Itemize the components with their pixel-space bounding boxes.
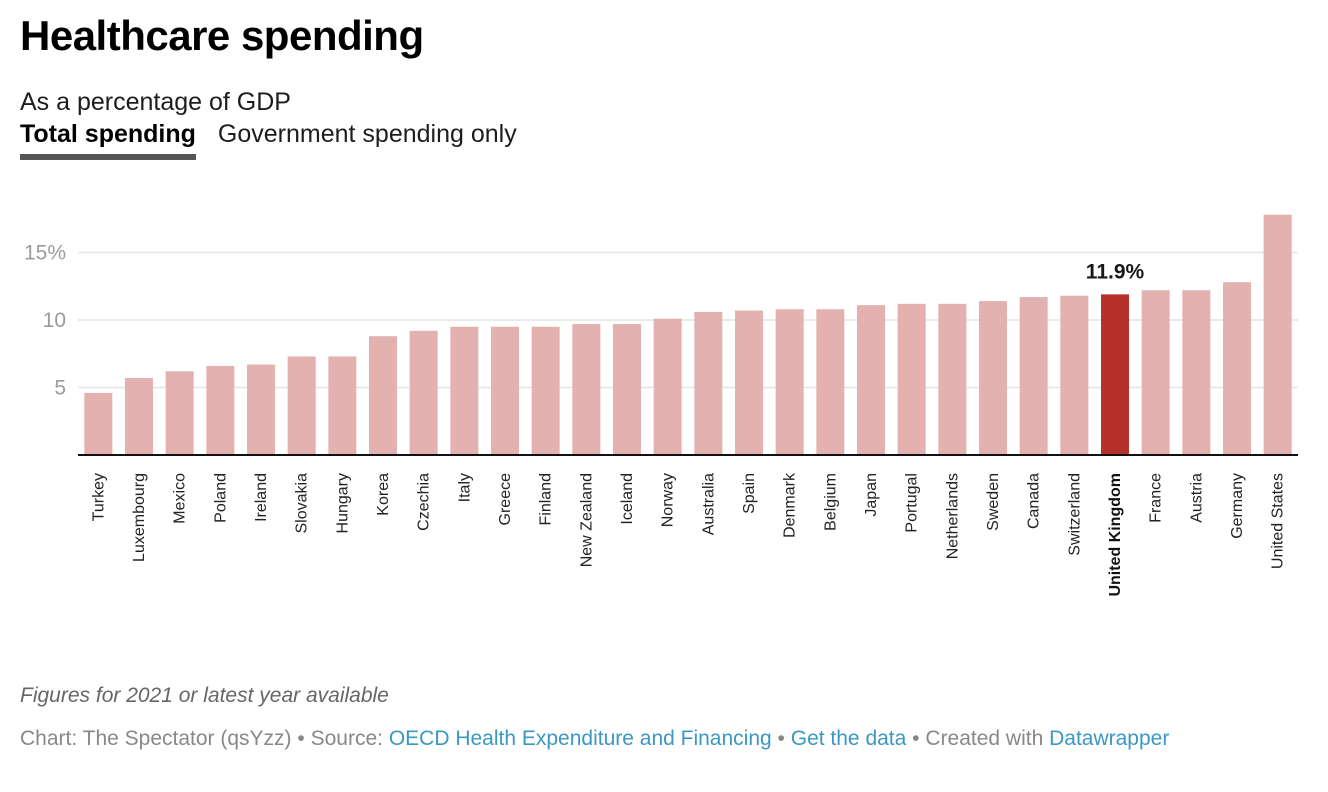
tab-government-spending[interactable]: Government spending only xyxy=(217,120,517,148)
chart-title: Healthcare spending xyxy=(20,12,424,59)
separator: • xyxy=(906,727,926,750)
bar-canada[interactable] xyxy=(1019,297,1048,455)
x-tick-label: Japan xyxy=(863,473,880,517)
y-tick-label: 10 xyxy=(43,309,66,332)
bar-australia[interactable] xyxy=(694,311,723,455)
highlight-value-label: 11.9% xyxy=(1086,260,1145,283)
get-data-link[interactable]: Get the data xyxy=(790,727,907,750)
x-tick-label: Australia xyxy=(700,473,717,535)
tab-bar: Total spending Government spending only xyxy=(20,120,517,160)
x-axis-labels: Turkey Luxembourg Mexico Poland Ireland Slova… xyxy=(90,472,1286,597)
x-tick-label: Ireland xyxy=(253,473,270,522)
x-tick-label: Czechia xyxy=(416,473,433,531)
x-tick-label: Belgium xyxy=(822,473,839,531)
bar-norway[interactable] xyxy=(653,318,682,455)
x-tick-label: Netherlands xyxy=(944,473,961,559)
x-tick-label: United Kingdom xyxy=(1107,473,1124,597)
chart-note: Figures for 2021 or latest year availabl… xyxy=(20,684,389,707)
bar-germany[interactable] xyxy=(1223,282,1251,455)
bar-france[interactable] xyxy=(1141,290,1170,455)
x-tick-label: France xyxy=(1148,473,1165,523)
tab-total-spending[interactable]: Total spending xyxy=(20,120,196,160)
bar-austria[interactable] xyxy=(1182,290,1211,455)
x-tick-label: Norway xyxy=(660,473,677,527)
x-tick-label: Denmark xyxy=(782,472,799,538)
gridlines xyxy=(78,251,1298,389)
bar-italy[interactable] xyxy=(450,326,479,455)
x-tick-label: Slovakia xyxy=(294,473,311,534)
x-tick-label: Italy xyxy=(456,473,473,502)
x-tick-label: Poland xyxy=(212,473,229,523)
bar-united-kingdom[interactable] xyxy=(1101,294,1129,455)
x-tick-label: Mexico xyxy=(172,473,189,524)
created-with-label: Created with xyxy=(925,727,1050,750)
bar-denmark[interactable] xyxy=(775,309,804,455)
bar-united-states[interactable] xyxy=(1263,214,1292,455)
x-tick-label: Germany xyxy=(1229,473,1246,539)
bar-spain[interactable] xyxy=(735,310,763,455)
bar-turkey[interactable] xyxy=(84,392,113,455)
annotations: 11.9% xyxy=(1086,260,1145,283)
bar-poland[interactable] xyxy=(206,365,235,455)
y-axis-ticks: 5 10 15% xyxy=(24,242,66,400)
x-tick-label: Iceland xyxy=(619,473,636,525)
x-tick-label: Greece xyxy=(497,473,514,526)
chart-subtitle: As a percentage of GDP xyxy=(20,88,291,116)
bar-sweden[interactable] xyxy=(979,301,1007,455)
bar-chart: 5 10 15% 11.9% Turkey Luxembourg Mexico Polan… xyxy=(24,214,1298,597)
x-tick-label: Luxembourg xyxy=(131,473,148,562)
source-link[interactable]: OECD Health Expenditure and Financing xyxy=(388,727,772,750)
y-tick-label: 5 xyxy=(54,377,66,400)
x-tick-label: New Zealand xyxy=(578,473,595,567)
bar-greece[interactable] xyxy=(491,326,519,455)
bar-belgium[interactable] xyxy=(816,309,845,455)
separator: • xyxy=(771,727,791,750)
y-tick-label: 15% xyxy=(24,242,66,265)
x-tick-label: Switzerland xyxy=(1066,473,1083,556)
bar-ireland[interactable] xyxy=(247,364,275,455)
x-tick-label: Canada xyxy=(1026,473,1043,529)
x-tick-label: Finland xyxy=(538,473,555,525)
x-tick-label: Turkey xyxy=(90,473,107,521)
x-tick-label: United States xyxy=(1270,473,1287,569)
bar-new-zealand[interactable] xyxy=(572,324,601,455)
bar-mexico[interactable] xyxy=(165,371,194,455)
bar-portugal[interactable] xyxy=(897,303,926,455)
separator: • xyxy=(291,727,311,750)
datawrapper-link[interactable]: Datawrapper xyxy=(1049,727,1170,750)
bars xyxy=(84,214,1292,455)
bar-hungary[interactable] xyxy=(328,356,357,455)
chart-footer: Chart: The Spectator (qsYzz) • Source: O… xyxy=(20,727,1169,751)
source-label: Source: xyxy=(310,727,389,750)
x-tick-label: Portugal xyxy=(904,473,921,533)
chart-credit: Chart: The Spectator (qsYzz) xyxy=(20,727,292,750)
bar-netherlands[interactable] xyxy=(938,303,967,455)
bar-korea[interactable] xyxy=(369,336,397,455)
bar-switzerland[interactable] xyxy=(1060,295,1089,455)
bar-japan[interactable] xyxy=(857,305,885,455)
bar-finland[interactable] xyxy=(531,326,560,455)
bar-luxembourg[interactable] xyxy=(125,378,153,455)
x-tick-label: Korea xyxy=(375,473,392,516)
x-tick-label: Hungary xyxy=(334,473,351,533)
x-tick-label: Austria xyxy=(1188,473,1205,523)
x-tick-label: Spain xyxy=(741,473,758,514)
x-tick-label: Sweden xyxy=(985,473,1002,531)
bar-iceland[interactable] xyxy=(613,324,641,455)
bar-czechia[interactable] xyxy=(409,330,438,455)
bar-slovakia[interactable] xyxy=(287,356,316,455)
